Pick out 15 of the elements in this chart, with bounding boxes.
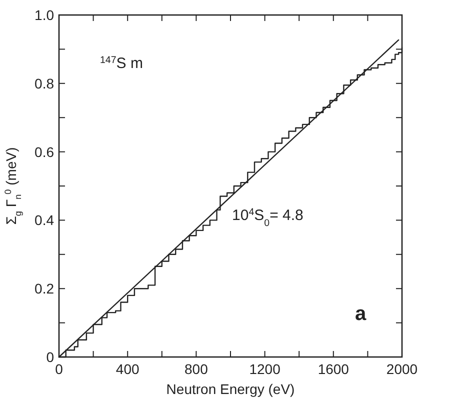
x-tick-label: 400 <box>116 361 140 377</box>
y-tick-label: 0.6 <box>34 144 54 160</box>
annotation: $^{147}$S m <box>100 54 143 72</box>
x-tick-label: 1200 <box>249 361 281 377</box>
y-tick-label: 0.8 <box>34 75 54 92</box>
x-tick-label: 1600 <box>318 361 350 377</box>
annotation: a <box>355 303 367 325</box>
y-tick-label: 0.4 <box>34 212 54 228</box>
x-tick-label: 800 <box>184 361 208 377</box>
x-tick-label: 2000 <box>386 361 418 377</box>
annotation: 10$^{4}$S$_{0}$= 4.8 <box>232 206 304 228</box>
x-axis-title: Neutron Energy (eV) <box>166 381 295 397</box>
y-tick-label: 0.2 <box>34 280 54 297</box>
y-tick-label: 1.0 <box>34 7 54 23</box>
y-tick-label: 0 <box>46 349 54 365</box>
